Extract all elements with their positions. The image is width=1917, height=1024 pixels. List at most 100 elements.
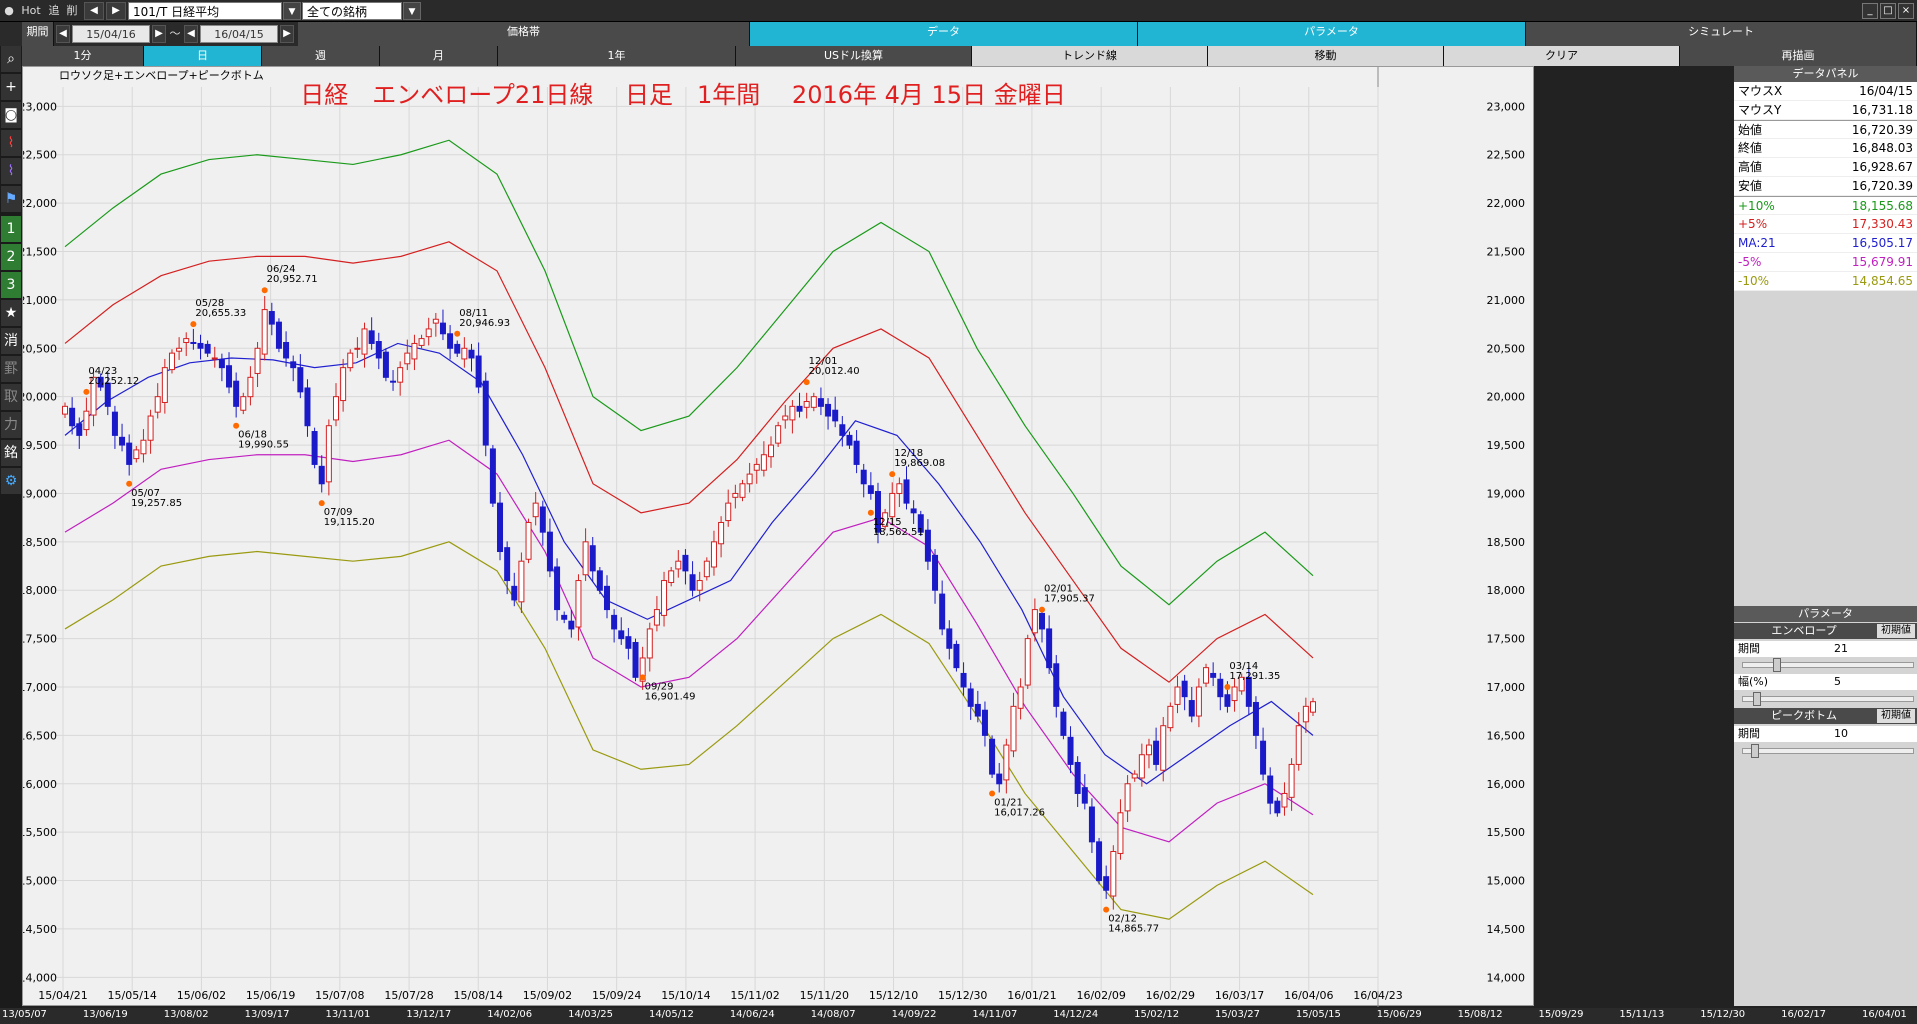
preset-1-button[interactable]: 1 [1, 216, 21, 242]
candle-body [1060, 711, 1067, 736]
pb-reset-button[interactable]: 初期値 [1877, 709, 1915, 723]
crosshair-icon[interactable]: + [1, 74, 21, 100]
candle-body [618, 630, 625, 640]
peak-marker [803, 379, 810, 386]
next-arrow-icon[interactable]: ▶ [106, 2, 126, 20]
candle-body [661, 580, 668, 616]
candle-body [860, 469, 867, 485]
candle-body [1252, 701, 1259, 736]
data-row: MA:21 16,505.17 [1734, 234, 1917, 253]
power-button[interactable]: 力 [1, 412, 21, 438]
y-tick-label: 21,500 [23, 246, 57, 259]
pb-period-slider[interactable] [1742, 744, 1914, 758]
y-tick-label: 16,000 [1487, 778, 1526, 791]
trendline-button[interactable]: トレンド線 [972, 46, 1208, 66]
flag-icon[interactable]: ⚑ [1, 186, 21, 212]
star-icon[interactable]: ★ [1, 300, 21, 326]
tf-1min[interactable]: 1分 [22, 46, 144, 66]
period-value[interactable]: 21 [1834, 642, 1848, 655]
width-slider-thumb[interactable] [1753, 692, 1761, 706]
trade-button[interactable]: 取 [1, 384, 21, 410]
x-tick-label: 15/11/20 [800, 989, 849, 1002]
hot-button[interactable]: Hot [21, 4, 41, 17]
candle-body [710, 541, 717, 568]
pb-period-value[interactable]: 10 [1834, 727, 1848, 740]
candle-body [582, 541, 589, 576]
search-icon[interactable]: ⌕ [1, 46, 21, 72]
to-date-input[interactable]: 16/04/15 [200, 25, 278, 43]
candle-body [176, 347, 183, 352]
close-icon[interactable]: × [1898, 3, 1914, 19]
candle-body [981, 709, 988, 736]
candle-body [332, 396, 339, 421]
peak-bottom-section: ピークボトム 初期値 [1734, 708, 1917, 724]
stock-button[interactable]: 銘 [1, 440, 21, 466]
chart-area[interactable]: 14,000 14,500 15,000 15,500 16,000 16,500 17,0… [19, 66, 1535, 1007]
candle-body [611, 614, 618, 630]
to-next-icon[interactable]: ▶ [280, 25, 294, 43]
tab-simulate[interactable]: シミュレート [1526, 22, 1917, 46]
data-row-key: 終値 [1738, 141, 1763, 155]
from-next-icon[interactable]: ▶ [152, 25, 166, 43]
move-button[interactable]: 移動 [1208, 46, 1444, 66]
candlestick-chart[interactable]: 14,000 14,500 15,000 15,500 16,000 16,500 17,0… [19, 67, 1535, 1007]
data-row-key: +5% [1738, 217, 1768, 231]
gear-icon[interactable]: ⚙ [1, 468, 21, 494]
pb-slider-thumb[interactable] [1751, 744, 1759, 758]
chevron-down-icon[interactable]: ▼ [283, 2, 301, 20]
clear-button[interactable]: クリア [1444, 46, 1680, 66]
redraw-button[interactable]: 再描画 [1680, 46, 1917, 66]
camera-icon[interactable]: ◙ [1, 102, 21, 128]
tab-data[interactable]: データ [750, 22, 1138, 46]
candle-body [97, 376, 104, 388]
from-prev-icon[interactable]: ◀ [56, 25, 70, 43]
y-tick-label: 16,500 [1487, 729, 1526, 742]
preset-3-button[interactable]: 3 [1, 272, 21, 298]
universe-field[interactable]: 全ての銘柄 [302, 2, 402, 20]
pb-value-label: 20,946.93 [459, 318, 510, 329]
tf-day[interactable]: 日 [144, 46, 262, 66]
candle-body [675, 560, 682, 570]
maximize-icon[interactable]: □ [1880, 3, 1896, 19]
erase-button[interactable]: 消 [1, 328, 21, 354]
width-value[interactable]: 5 [1834, 675, 1841, 688]
tf-week[interactable]: 週 [262, 46, 380, 66]
usd-convert-button[interactable]: USドル換算 [736, 46, 972, 66]
delete-button[interactable]: 削 [66, 4, 78, 17]
to-prev-icon[interactable]: ◀ [184, 25, 198, 43]
candle-body [696, 580, 703, 591]
candle-body [1302, 705, 1309, 723]
candle-body [275, 321, 282, 349]
pb-value-label: 16,017.26 [994, 807, 1045, 818]
preset-2-button[interactable]: 2 [1, 244, 21, 270]
candle-body [1110, 851, 1117, 897]
candle-body [646, 628, 653, 659]
period-slider-thumb[interactable] [1773, 658, 1781, 672]
period-slider[interactable] [1742, 658, 1914, 672]
symbol-field[interactable]: 101/T 日経平均 [128, 2, 282, 20]
candle-body [1024, 638, 1031, 686]
minimize-icon[interactable]: _ [1862, 3, 1878, 19]
add-button[interactable]: 追 [48, 4, 60, 17]
candle-body [768, 444, 775, 458]
line-chart-icon[interactable]: ⌇ [1, 130, 21, 156]
ruler-button[interactable]: 罫 [1, 356, 21, 382]
range-1y[interactable]: 1年 [498, 46, 736, 66]
bulb-icon[interactable]: ● [4, 4, 14, 17]
indicator-icon[interactable]: ⌇ [1, 158, 21, 184]
candle-body [447, 333, 454, 349]
envelope-reset-button[interactable]: 初期値 [1877, 624, 1915, 638]
width-slider[interactable] [1742, 692, 1914, 706]
tf-month[interactable]: 月 [380, 46, 498, 66]
y-tick-label: 22,500 [23, 149, 57, 162]
candle-body [69, 407, 76, 427]
tab-parameter[interactable]: パラメータ [1138, 22, 1526, 46]
peak-marker [1039, 606, 1046, 613]
prev-arrow-icon[interactable]: ◀ [84, 2, 104, 20]
bottom-date-label: 14/09/22 [891, 1009, 937, 1020]
chevron-down-icon[interactable]: ▼ [403, 2, 421, 20]
from-date-input[interactable]: 15/04/16 [72, 25, 150, 43]
tab-price-band[interactable]: 価格帯 [298, 22, 750, 46]
candle-body [561, 614, 568, 620]
candle-body [668, 570, 675, 583]
